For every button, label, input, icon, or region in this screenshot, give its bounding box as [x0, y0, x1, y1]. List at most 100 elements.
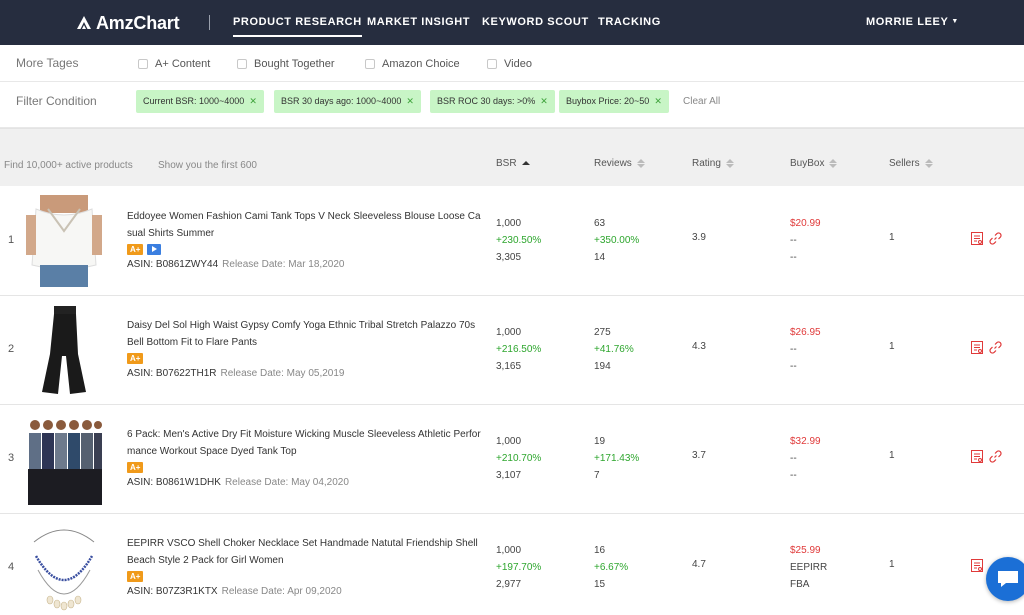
- sort-icon[interactable]: [829, 159, 838, 168]
- table-row[interactable]: 4 EEPIRR VSCO Shell Choker Necklace Set …: [0, 514, 1024, 615]
- report-icon[interactable]: [971, 450, 983, 466]
- results-shown: Show you the first 600: [158, 160, 257, 171]
- table-row[interactable]: 3 6 Pack: Men's Active Dry Fit Moisture …: [0, 405, 1024, 514]
- column-reviews[interactable]: Reviews: [594, 158, 645, 169]
- sellers-cell: 1: [889, 232, 895, 243]
- product-image[interactable]: [26, 304, 102, 396]
- bsr-previous: 3,165: [496, 361, 522, 372]
- buybox-fulfillment: FBA: [790, 579, 810, 590]
- checkbox-label: Amazon Choice: [382, 58, 460, 70]
- close-icon[interactable]: ✕: [406, 96, 414, 106]
- chat-button[interactable]: [986, 557, 1024, 601]
- product-image[interactable]: [26, 195, 102, 287]
- reviews-previous: 15: [594, 579, 606, 590]
- buybox-fulfillment: --: [790, 361, 797, 372]
- checkbox-amazon-choice[interactable]: Amazon Choice: [365, 58, 460, 70]
- column-label: Sellers: [889, 158, 920, 169]
- product-badges: A+: [127, 353, 144, 364]
- filter-chip-bsr-roc[interactable]: BSR ROC 30 days: >0% ✕: [430, 90, 555, 113]
- checkbox-box[interactable]: [237, 59, 247, 69]
- filter-chip-bsr-30-days[interactable]: BSR 30 days ago: 1000~4000 ✕: [274, 90, 421, 113]
- reviews-cell: 19 +171.43% 7: [594, 433, 639, 484]
- checkbox-box[interactable]: [487, 59, 497, 69]
- bsr-cell: 1,000 +197.70% 2,977: [496, 542, 541, 593]
- reviews-change: +350.00%: [594, 235, 640, 246]
- link-icon[interactable]: [989, 450, 1002, 466]
- column-bsr[interactable]: BSR: [496, 158, 530, 169]
- bsr-current: 1,000: [496, 545, 522, 556]
- reviews-change: +41.76%: [594, 344, 634, 355]
- sellers-cell: 1: [889, 559, 895, 570]
- table-row[interactable]: 2 Daisy Del Sol High Waist Gypsy Comfy Y…: [0, 296, 1024, 405]
- asin-value: ASIN: B0861ZWY44: [127, 259, 219, 270]
- sort-icon[interactable]: [725, 159, 734, 168]
- nav-tracking[interactable]: TRACKING: [598, 16, 661, 28]
- row-index: 4: [8, 561, 15, 573]
- column-label: Reviews: [594, 158, 632, 169]
- brand-logo[interactable]: AmzChart: [76, 12, 180, 34]
- checkbox-aplus-content[interactable]: A+ Content: [138, 58, 210, 70]
- bsr-current: 1,000: [496, 327, 522, 338]
- bsr-change: +197.70%: [496, 562, 542, 573]
- close-icon[interactable]: ✕: [540, 96, 548, 106]
- release-date: Release Date: Apr 09,2020: [221, 586, 342, 597]
- report-icon[interactable]: [971, 232, 983, 248]
- checkbox-bought-together[interactable]: Bought Together: [237, 58, 335, 70]
- row-actions: [971, 450, 1008, 466]
- checkbox-label: Bought Together: [254, 58, 335, 70]
- sellers-cell: 1: [889, 450, 895, 461]
- buybox-price: $26.95: [790, 327, 821, 338]
- checkbox-video[interactable]: Video: [487, 58, 532, 70]
- close-icon[interactable]: ✕: [654, 96, 662, 106]
- checkbox-box[interactable]: [365, 59, 375, 69]
- nav-keyword-scout[interactable]: KEYWORD SCOUT: [482, 16, 589, 28]
- link-icon[interactable]: [989, 341, 1002, 357]
- report-icon[interactable]: [971, 559, 983, 575]
- row-index: 2: [8, 343, 15, 355]
- sort-icon[interactable]: [636, 159, 645, 168]
- buybox-price: $25.99: [790, 545, 821, 556]
- bsr-current: 1,000: [496, 218, 522, 229]
- buybox-price: $20.99: [790, 218, 821, 229]
- tags-label: More Tages: [16, 56, 79, 70]
- report-icon[interactable]: [971, 341, 983, 357]
- buybox-cell: $26.95 -- --: [790, 324, 821, 375]
- column-sellers[interactable]: Sellers: [889, 158, 933, 169]
- top-nav: AmzChart PRODUCT RESEARCH MARKET INSIGHT…: [0, 0, 1024, 45]
- row-index: 1: [8, 234, 15, 246]
- link-icon[interactable]: [989, 232, 1002, 248]
- column-buybox[interactable]: BuyBox: [790, 158, 838, 169]
- product-image[interactable]: [26, 413, 102, 505]
- checkbox-box[interactable]: [138, 59, 148, 69]
- reviews-change: +6.67%: [594, 562, 629, 573]
- aplus-badge: A+: [127, 244, 144, 255]
- rating-cell: 4.7: [692, 559, 706, 570]
- table-row[interactable]: 1 Eddoyee Women Fashion Cami Tank Tops V…: [0, 187, 1024, 296]
- filter-chip-buybox-price[interactable]: Buybox Price: 20~50 ✕: [559, 90, 669, 113]
- sort-icon[interactable]: [521, 161, 530, 166]
- tags-row: More Tages A+ Content Bought Together Am…: [0, 45, 1024, 82]
- sort-icon[interactable]: [924, 159, 933, 168]
- product-image[interactable]: [26, 522, 102, 614]
- nav-market-insight[interactable]: MARKET INSIGHT: [367, 16, 471, 28]
- chip-text: Buybox Price: 20~50: [566, 96, 650, 106]
- filter-row: Filter Condition Current BSR: 1000~4000 ✕…: [0, 82, 1024, 128]
- nav-product-research[interactable]: PRODUCT RESEARCH: [233, 16, 362, 37]
- bsr-change: +216.50%: [496, 344, 542, 355]
- buybox-cell: $32.99 -- --: [790, 433, 821, 484]
- video-icon: [147, 244, 162, 255]
- aplus-badge: A+: [127, 571, 144, 582]
- caret-down-icon: ▼: [951, 18, 959, 25]
- product-title[interactable]: Eddoyee Women Fashion Cami Tank Tops V N…: [127, 211, 481, 239]
- column-rating[interactable]: Rating: [692, 158, 734, 169]
- clear-all-link[interactable]: Clear All: [683, 96, 721, 107]
- product-title[interactable]: EEPIRR VSCO Shell Choker Necklace Set Ha…: [127, 538, 478, 566]
- filter-chip-current-bsr[interactable]: Current BSR: 1000~4000 ✕: [136, 90, 264, 113]
- product-title[interactable]: Daisy Del Sol High Waist Gypsy Comfy Yog…: [127, 320, 476, 348]
- bsr-cell: 1,000 +210.70% 3,107: [496, 433, 541, 484]
- user-menu[interactable]: MORRIE LEEY ▼: [866, 16, 959, 28]
- close-icon[interactable]: ✕: [249, 96, 257, 106]
- product-title[interactable]: 6 Pack: Men's Active Dry Fit Moisture Wi…: [127, 429, 481, 457]
- product-badges: A+: [127, 571, 144, 582]
- release-date: Release Date: May 05,2019: [220, 368, 345, 379]
